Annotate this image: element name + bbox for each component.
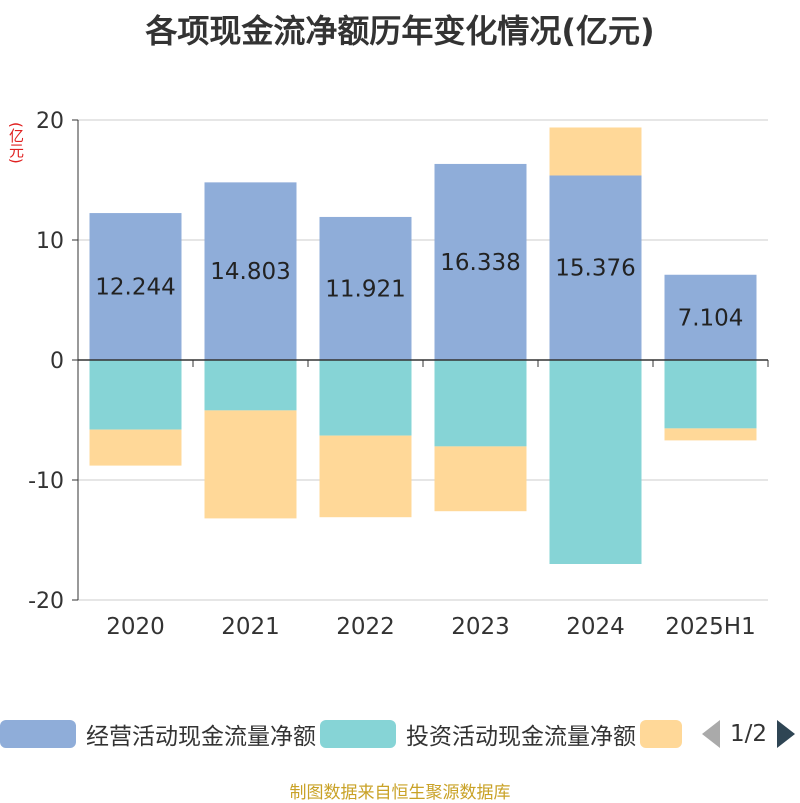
bar-investing <box>319 360 412 436</box>
chart-title: 各项现金流净额历年变化情况(亿元) <box>145 12 655 50</box>
bar-investing <box>664 360 757 429</box>
legend: 经营活动现金流量净额 投资活动现金流量净额 1/2 <box>0 714 800 758</box>
bar-operating <box>549 175 642 360</box>
bar-financing <box>204 410 297 519</box>
bar-operating <box>664 274 757 360</box>
legend-swatch-investing <box>320 720 396 748</box>
y-tick-label: 0 <box>50 349 64 374</box>
x-tick-label: 2023 <box>451 614 510 640</box>
legend-pager: 1/2 <box>702 718 796 750</box>
data-label: 16.338 <box>440 250 520 276</box>
legend-label-investing: 投资活动现金流量净额 <box>406 724 636 750</box>
data-label: 14.803 <box>210 259 290 285</box>
bar-investing <box>204 360 297 411</box>
data-label: 7.104 <box>678 305 744 331</box>
data-label: 11.921 <box>325 276 405 302</box>
bar-financing <box>89 429 182 466</box>
x-tick-label: 2020 <box>106 614 165 640</box>
bar-financing <box>549 127 642 176</box>
y-tick-label: -20 <box>28 589 64 614</box>
bar-financing <box>434 446 527 512</box>
legend-swatch-operating <box>0 720 76 748</box>
y-tick-label: -10 <box>28 469 64 494</box>
bar-investing <box>549 360 642 564</box>
legend-item-operating[interactable]: 经营活动现金流量净额 <box>0 718 316 750</box>
bar-chart: 20 10 0 -10 -20 12.244 14.803 11.921 16.338 15.37… <box>28 109 769 640</box>
legend-label-operating: 经营活动现金流量净额 <box>86 724 316 750</box>
x-tick-label: 2021 <box>221 614 280 640</box>
y-tick-label: 20 <box>36 109 64 134</box>
y-tick-label: 10 <box>36 229 64 254</box>
bar-operating <box>204 182 297 360</box>
y-axis-unit-label: (亿元) <box>7 122 25 164</box>
data-source-note: 制图数据来自恒生聚源数据库 <box>289 783 511 803</box>
legend-next-page-icon[interactable] <box>777 720 796 748</box>
x-tick-label: 2022 <box>336 614 395 640</box>
bar-operating <box>434 163 527 360</box>
legend-item-financing[interactable] <box>640 718 682 750</box>
bar-operating <box>89 213 182 360</box>
bar-operating <box>319 216 412 360</box>
x-tick-label: 2024 <box>566 614 625 640</box>
bar-investing <box>89 360 182 430</box>
x-tick-label: 2025H1 <box>665 614 755 640</box>
bar-financing <box>319 435 412 518</box>
legend-page-indicator: 1/2 <box>730 721 768 747</box>
legend-item-investing[interactable]: 投资活动现金流量净额 <box>320 718 636 750</box>
legend-swatch-financing <box>640 720 682 748</box>
data-label: 12.244 <box>95 275 175 301</box>
data-label: 15.376 <box>555 256 635 282</box>
legend-prev-page-icon[interactable] <box>702 720 720 748</box>
bar-financing <box>664 428 757 441</box>
bar-investing <box>434 360 527 447</box>
